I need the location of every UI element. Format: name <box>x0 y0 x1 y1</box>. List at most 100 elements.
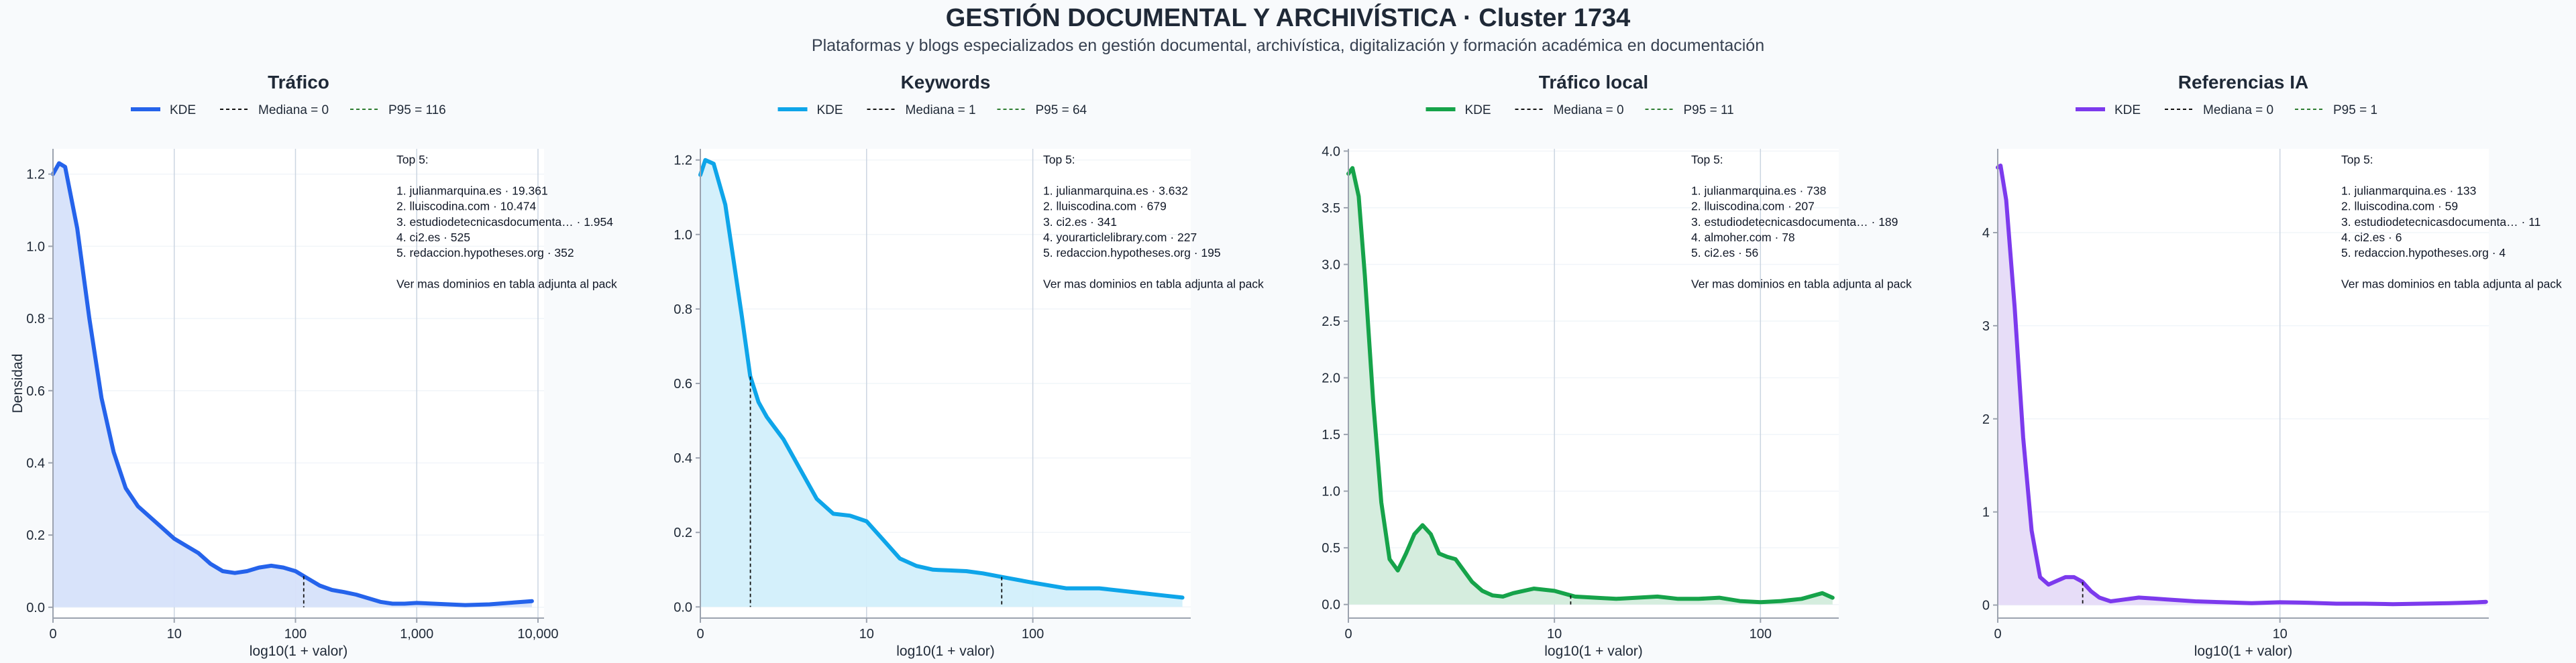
annotation-line: 3. estudiodetecnicasdocumenta… · 11 <box>2341 215 2540 229</box>
annotation-line: 1. julianmarquina.es · 19.361 <box>396 184 548 197</box>
chart-title: Tráfico <box>268 72 329 93</box>
y-tick-label: 0.4 <box>26 456 45 471</box>
annotation-line: 5. redaccion.hypotheses.org · 195 <box>1043 246 1221 259</box>
annotation-line: 4. ci2.es · 525 <box>396 231 470 244</box>
legend-label-p95: P95 = 1 <box>2333 103 2377 117</box>
y-tick-label: 0.8 <box>674 302 692 317</box>
annotation-line: 5. ci2.es · 56 <box>1691 246 1758 259</box>
legend: KDE Mediana = 0 P95 = 1 <box>2076 103 2377 117</box>
y-tick-label: 0.0 <box>1322 598 1340 613</box>
top5-annotation: Top 5: 1. julianmarquina.es · 133 2. lluis… <box>2341 153 2562 291</box>
y-tick-label: 0 <box>1982 599 1990 613</box>
x-tick-label: 10 <box>167 627 182 642</box>
annotation-line: Ver mas dominios en tabla adjunta al pac… <box>396 278 617 291</box>
y-tick-label: 1.2 <box>26 168 45 182</box>
annotation-line: Top 5: <box>2341 153 2373 166</box>
kde-line <box>51 161 534 607</box>
x-tick-label: 10 <box>2273 627 2288 642</box>
y-tick-label: 0.0 <box>674 600 692 615</box>
legend-label-p95: P95 = 11 <box>1684 103 1734 117</box>
legend: KDE Mediana = 0 P95 = 11 <box>1426 103 1734 117</box>
y-tick-label: 1.0 <box>26 239 45 254</box>
legend-label-median: Mediana = 1 <box>906 103 976 117</box>
annotation-line: 3. ci2.es · 341 <box>1043 215 1117 229</box>
annotation-line: Top 5: <box>1691 153 1723 166</box>
top5-annotation: Top 5: 1. julianmarquina.es · 3.632 2. llu… <box>1043 153 1264 291</box>
chart-panel-2: 0.0 0.2 0.4 0.6 0.8 1.0 1.2 0 10 100 log10(1 + val… <box>674 72 1264 659</box>
y-tick-label: 0.8 <box>26 312 45 326</box>
annotation-line: 3. estudiodetecnicasdocumenta… · 1.954 <box>396 215 613 229</box>
chart-title: Referencias IA <box>2178 72 2309 93</box>
x-axis-label: log10(1 + valor) <box>896 644 995 659</box>
annotation-line: Top 5: <box>1043 153 1075 166</box>
plot-area <box>1998 149 2489 618</box>
annotation-line: 5. redaccion.hypotheses.org · 4 <box>2341 246 2506 259</box>
annotation-line: 4. almoher.com · 78 <box>1691 231 1795 244</box>
x-tick-label: 100 <box>284 627 307 642</box>
x-axis-label: log10(1 + valor) <box>2194 644 2293 659</box>
x-axis-label: log10(1 + valor) <box>250 644 348 659</box>
y-tick-label: 0.6 <box>26 384 45 399</box>
legend-label-kde: KDE <box>817 103 843 117</box>
annotation-line: 3. estudiodetecnicasdocumenta… · 189 <box>1691 215 1898 229</box>
x-tick-label: 0 <box>1344 627 1352 642</box>
y-tick-label: 0.4 <box>674 451 692 466</box>
x-tick-label: 100 <box>1022 627 1044 642</box>
annotation-line: 2. lluiscodina.com · 59 <box>2341 200 2458 213</box>
annotation-line: 4. yourarticlelibrary.com · 227 <box>1043 231 1197 244</box>
legend-label-kde: KDE <box>170 103 196 117</box>
legend: KDE Mediana = 1 P95 = 64 <box>777 103 1087 117</box>
kde-line <box>1346 166 1835 605</box>
y-tick-label: 2.5 <box>1322 314 1340 329</box>
top5-annotation: Top 5: 1. julianmarquina.es · 19.361 2. ll… <box>396 153 617 291</box>
x-tick-label: 10,000 <box>517 627 558 642</box>
y-tick-label: 2 <box>1982 412 1990 427</box>
legend-label-kde: KDE <box>2114 103 2141 117</box>
kde-area <box>53 163 532 607</box>
chart-title: Tráfico local <box>1539 72 1648 93</box>
x-tick-label: 10 <box>1547 627 1562 642</box>
chart-panel-4: 0 1 2 3 4 0 10 log10(1 + valor) Referencias IA KD… <box>1982 72 2562 659</box>
y-tick-label: 4 <box>1982 226 1990 241</box>
chart-panel-3: 0.0 0.5 1.0 1.5 2.0 2.5 3.0 3.5 4.0 0 10 100 log10(1… <box>1322 72 1912 659</box>
y-axis-label: Densidad <box>10 354 25 414</box>
y-tick-label: 1.0 <box>674 228 692 243</box>
y-tick-label: 0.6 <box>674 377 692 391</box>
y-tick-label: 2.0 <box>1322 371 1340 386</box>
y-tick-label: 3 <box>1982 319 1990 334</box>
annotation-line: 4. ci2.es · 6 <box>2341 231 2402 244</box>
legend-label-kde: KDE <box>1465 103 1491 117</box>
y-tick-label: 0.5 <box>1322 541 1340 556</box>
page-title: GESTIÓN DOCUMENTAL Y ARCHIVÍSTICA · Clus… <box>945 4 1631 32</box>
y-tick-label: 1 <box>1982 505 1990 520</box>
y-tick-label: 0.2 <box>674 526 692 540</box>
chart-panel-1: 0.0 0.2 0.4 0.6 0.8 1.0 1.2 0 10 100 1,000 10,000 lo… <box>10 72 617 659</box>
y-tick-label: 1.2 <box>674 154 692 168</box>
legend: KDE Mediana = 0 P95 = 116 <box>131 103 446 117</box>
annotation-line: 2. lluiscodina.com · 10.474 <box>396 200 536 213</box>
x-tick-label: 100 <box>1750 627 1772 642</box>
legend-label-median: Mediana = 0 <box>258 103 329 117</box>
legend-label-median: Mediana = 0 <box>2203 103 2273 117</box>
annotation-line: 1. julianmarquina.es · 3.632 <box>1043 184 1188 197</box>
x-tick-label: 0 <box>696 627 704 642</box>
annotation-line: 1. julianmarquina.es · 738 <box>1691 184 1826 197</box>
y-tick-label: 3.0 <box>1322 257 1340 272</box>
annotation-line: 2. lluiscodina.com · 679 <box>1043 200 1167 213</box>
page-subtitle: Plataformas y blogs especializados en ge… <box>811 36 1765 55</box>
annotation-line: 5. redaccion.hypotheses.org · 352 <box>396 246 574 259</box>
annotation-line: 2. lluiscodina.com · 207 <box>1691 200 1815 213</box>
legend-label-p95: P95 = 64 <box>1036 103 1087 117</box>
kde-area <box>700 160 1183 607</box>
chart-title: Keywords <box>901 72 991 93</box>
annotation-line: Top 5: <box>396 153 429 166</box>
annotation-line: 1. julianmarquina.es · 133 <box>2341 184 2476 197</box>
x-axis-label: log10(1 + valor) <box>1544 644 1643 659</box>
y-tick-label: 3.5 <box>1322 201 1340 216</box>
y-tick-label: 1.5 <box>1322 428 1340 442</box>
y-tick-label: 0.0 <box>26 601 45 615</box>
legend-label-median: Mediana = 0 <box>1554 103 1624 117</box>
x-tick-label: 0 <box>49 627 56 642</box>
y-tick-label: 4.0 <box>1322 144 1340 159</box>
